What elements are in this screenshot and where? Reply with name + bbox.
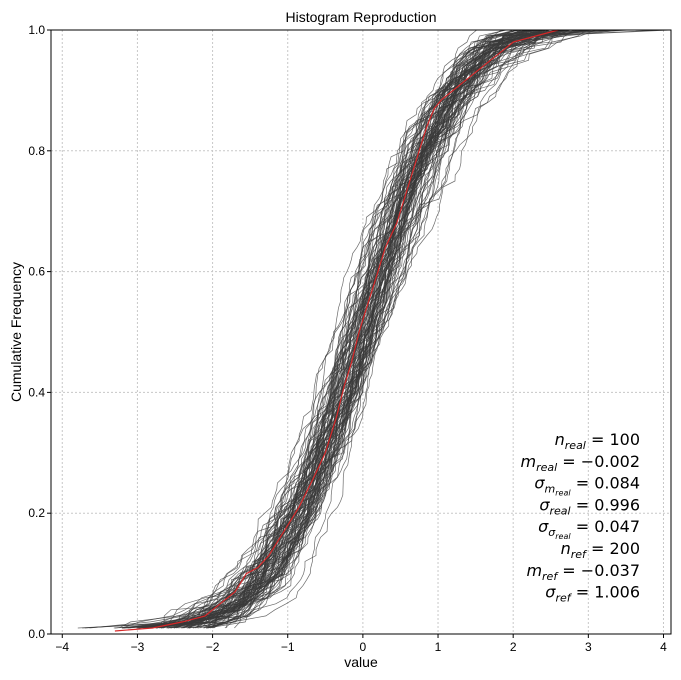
x-tick-label: −1 (281, 640, 295, 654)
realization-line (129, 29, 519, 629)
stat-line: σσreal = 0.047 (538, 517, 640, 541)
stat-line: σref = 1.006 (545, 583, 640, 605)
x-axis-label: value (344, 654, 378, 670)
stat-line: σmreal = 0.084 (534, 474, 640, 498)
realization-line (150, 29, 532, 629)
stat-line: nreal = 100 (555, 430, 640, 452)
y-tick-label: 0.6 (28, 265, 45, 279)
realization-line (150, 29, 661, 629)
realization-line (123, 29, 565, 629)
realization-line (145, 29, 534, 629)
realization-line (149, 29, 521, 629)
realization-line (84, 29, 572, 629)
realization-line (192, 29, 595, 629)
x-tick-label: 1 (435, 640, 442, 654)
realization-line (226, 29, 524, 629)
y-tick-label: 0.8 (28, 144, 45, 158)
realization-line (115, 29, 535, 629)
realization-line (138, 29, 528, 629)
realization-line (151, 29, 595, 629)
realization-line (180, 29, 578, 629)
y-axis-label: Cumulative Frequency (8, 262, 24, 402)
realization-line (162, 29, 567, 629)
realization-line (136, 29, 528, 629)
stat-line: mreal = −0.002 (521, 452, 640, 474)
realization-line (121, 29, 563, 629)
realization-line (139, 29, 523, 629)
x-tick-label: 4 (660, 640, 667, 654)
y-axis-ticks: 0.0 0.2 0.4 0.6 0.8 1.0 (28, 23, 51, 641)
realization-line (188, 29, 543, 629)
x-tick-label: −3 (131, 640, 145, 654)
stat-line: nref = 200 (561, 539, 640, 561)
stat-line: σreal = 0.996 (539, 495, 640, 517)
x-tick-label: −2 (206, 640, 220, 654)
realization-line (143, 29, 514, 629)
realization-line (213, 29, 545, 629)
x-tick-label: 0 (360, 640, 367, 654)
realization-line (155, 29, 524, 629)
realization-line (176, 29, 594, 629)
x-tick-label: −4 (55, 640, 69, 654)
realization-line (188, 29, 570, 629)
realization-line (144, 29, 544, 629)
realization-line (182, 29, 545, 629)
stat-line: mref = −0.037 (526, 561, 640, 583)
y-tick-label: 0.4 (28, 385, 45, 399)
realization-line (89, 29, 549, 629)
realization-line (125, 29, 562, 629)
realization-line (203, 29, 591, 629)
realization-line (173, 29, 477, 629)
reference-line (114, 29, 559, 632)
x-tick-label: 2 (510, 640, 517, 654)
plot-frame (50, 29, 672, 635)
realization-line (77, 29, 602, 629)
realization-line (212, 29, 538, 629)
realization-lines (77, 29, 672, 629)
realization-line (196, 29, 529, 629)
realization-line (206, 29, 526, 629)
y-tick-label: 0.2 (28, 506, 45, 520)
realization-line (113, 29, 581, 629)
y-tick-label: 0.0 (28, 627, 45, 641)
x-axis-ticks: −4 −3 −2 −1 0 1 2 3 4 (55, 634, 667, 654)
realization-line (185, 29, 596, 629)
realization-line (82, 29, 543, 629)
realization-line (176, 29, 521, 629)
chart-title: Histogram Reproduction (286, 9, 437, 25)
x-tick-label: 3 (585, 640, 592, 654)
reference-cdf-line (114, 29, 559, 632)
y-tick-label: 1.0 (28, 23, 45, 37)
